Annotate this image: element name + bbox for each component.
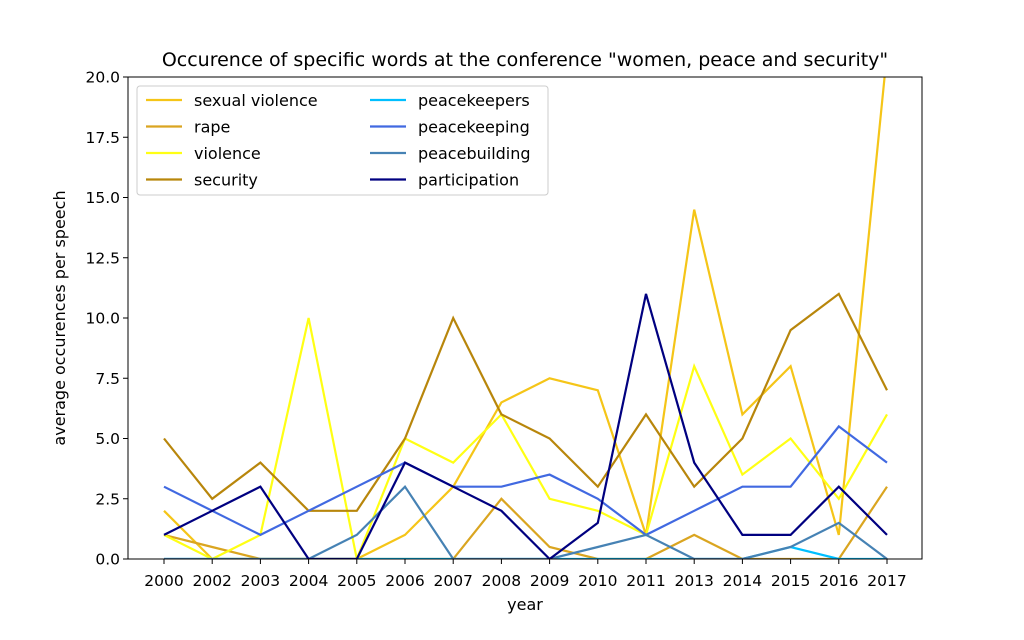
series-line-peacebuilding bbox=[164, 484, 888, 559]
y-tick-label: 2.5 bbox=[95, 490, 120, 508]
series-line-sexual-violence bbox=[163, 77, 886, 559]
x-tick-label: 2009 bbox=[530, 572, 569, 590]
x-tick-label: 2008 bbox=[482, 572, 521, 590]
y-axis: 0.0 2.5 5.0 7.5 10.0 12.5 15.0 17.5 20.0 bbox=[85, 69, 128, 569]
x-tick-label: 2003 bbox=[241, 572, 280, 590]
x-tick-label: 2002 bbox=[192, 572, 231, 590]
x-tick-label: 2017 bbox=[867, 572, 906, 590]
x-axis: 2000 2002 2003 2004 2005 2006 2007 2008 2009 2010… bbox=[144, 559, 907, 590]
x-tick-label: 2007 bbox=[433, 572, 472, 590]
legend-label: peacekeepers bbox=[418, 91, 530, 110]
x-tick-label: 2014 bbox=[723, 572, 762, 590]
series-line-rape bbox=[163, 486, 888, 559]
y-tick-label: 10.0 bbox=[85, 310, 120, 328]
x-tick-label: 2011 bbox=[626, 572, 665, 590]
y-tick-label: 17.5 bbox=[85, 129, 120, 147]
x-tick-label: 2010 bbox=[578, 572, 617, 590]
y-tick-label: 5.0 bbox=[95, 430, 120, 448]
y-tick-label: 7.5 bbox=[95, 370, 120, 388]
series-line-security bbox=[163, 292, 888, 512]
legend-label: peacekeeping bbox=[418, 118, 530, 137]
x-tick-label: 2016 bbox=[819, 572, 858, 590]
legend-label: peacebuilding bbox=[418, 144, 531, 163]
series-line-violence bbox=[163, 317, 888, 559]
x-tick-label: 2004 bbox=[289, 572, 328, 590]
chart-title: Occurence of specific words at the confe… bbox=[162, 49, 888, 71]
legend-label: rape bbox=[194, 118, 230, 137]
legend: sexual violence rape violence security peace… bbox=[136, 85, 549, 196]
y-tick-label: 0.0 bbox=[95, 551, 120, 569]
y-tick-label: 12.5 bbox=[85, 249, 120, 267]
legend-label: sexual violence bbox=[194, 91, 318, 110]
legend-box bbox=[136, 85, 549, 196]
x-tick-label: 2000 bbox=[144, 572, 183, 590]
series-lines bbox=[163, 77, 888, 559]
legend-label: participation bbox=[418, 171, 519, 190]
series-line-peacekeepers bbox=[164, 545, 887, 559]
legend-label: security bbox=[194, 171, 258, 190]
y-axis-label: average occurences per speech bbox=[50, 190, 69, 445]
x-tick-label: 2015 bbox=[771, 572, 810, 590]
x-tick-label: 2005 bbox=[337, 572, 376, 590]
y-tick-label: 20.0 bbox=[85, 69, 120, 87]
x-tick-label: 2006 bbox=[385, 572, 424, 590]
x-axis-label: year bbox=[507, 595, 543, 614]
series-line-participation bbox=[163, 293, 888, 559]
legend-label: violence bbox=[194, 144, 261, 163]
y-tick-label: 15.0 bbox=[85, 189, 120, 207]
x-tick-label: 2013 bbox=[674, 572, 713, 590]
